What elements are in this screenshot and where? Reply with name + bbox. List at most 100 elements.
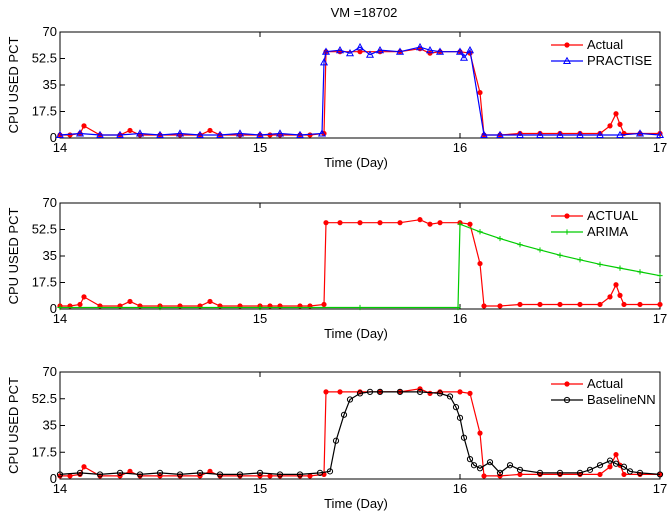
legend-label: BaselineNN — [587, 392, 656, 407]
series-baselinenn — [56, 388, 664, 478]
data-point — [136, 471, 144, 478]
series-practise — [55, 42, 665, 139]
data-point — [337, 220, 343, 226]
data-point — [175, 129, 185, 137]
legend-swatch-marker — [562, 56, 572, 65]
data-point — [236, 471, 244, 478]
data-point — [81, 294, 87, 300]
data-point — [256, 469, 264, 476]
data-point — [323, 389, 329, 395]
data-point — [657, 301, 663, 308]
data-point — [96, 471, 104, 478]
chart-panel-2: 0 17.5 35 52.5 70 14 15 16 17 Time (Day) CPU USED … — [6, 195, 667, 341]
data-point — [376, 388, 384, 395]
legend-box — [544, 374, 660, 410]
data-point — [517, 301, 523, 308]
legend-label: PRACTISE — [587, 53, 652, 68]
data-point — [557, 301, 563, 308]
data-point — [607, 294, 613, 300]
data-point — [497, 303, 503, 309]
data-point — [57, 304, 63, 311]
data-point — [195, 130, 205, 139]
data-point — [476, 465, 484, 472]
x-tick-label: 14 — [53, 311, 67, 326]
data-point — [395, 47, 405, 55]
data-point — [115, 130, 125, 139]
data-point — [81, 464, 87, 470]
series-line — [60, 219, 660, 307]
y-tick-label: 17.5 — [32, 104, 57, 119]
legend-box — [544, 35, 660, 71]
data-point — [465, 45, 475, 54]
data-point — [340, 411, 348, 418]
data-point — [276, 471, 284, 478]
y-tick-label: 70 — [43, 24, 57, 39]
data-point — [323, 220, 329, 226]
data-point — [496, 469, 504, 476]
data-point — [516, 466, 524, 473]
data-point — [176, 471, 184, 478]
x-tick-label: 14 — [53, 481, 67, 496]
legend-swatch-marker — [564, 42, 570, 48]
x-tick-label: 15 — [253, 481, 267, 496]
data-point — [207, 127, 213, 134]
data-point — [617, 265, 623, 271]
figure-title: VM =18702 — [331, 5, 398, 20]
y-axis-label: CPU USED PCT — [6, 37, 21, 134]
data-point — [486, 459, 494, 466]
data-point — [357, 220, 363, 226]
data-point — [657, 273, 663, 279]
data-point — [457, 389, 463, 395]
data-point — [636, 469, 644, 476]
data-point — [626, 468, 634, 475]
data-point — [317, 129, 327, 137]
data-point — [655, 130, 665, 139]
data-point — [477, 229, 483, 235]
y-tick-label: 0 — [50, 301, 57, 316]
y-tick-label: 17.5 — [32, 444, 57, 459]
data-point — [607, 123, 613, 129]
y-axis-label: CPU USED PCT — [6, 377, 21, 474]
data-point — [357, 304, 363, 311]
x-tick-label: 16 — [453, 140, 467, 155]
data-point — [155, 130, 165, 139]
data-point — [637, 269, 643, 275]
data-point — [416, 388, 424, 395]
data-point — [319, 58, 329, 66]
data-point — [597, 471, 603, 478]
data-point — [267, 473, 273, 479]
data-point — [255, 130, 265, 139]
legend-box — [544, 206, 660, 242]
data-point — [116, 469, 124, 476]
data-point — [515, 130, 525, 139]
y-tick-label: 35 — [43, 248, 57, 263]
data-point — [477, 430, 483, 436]
data-point — [497, 235, 503, 242]
data-point — [576, 469, 584, 476]
legend-label: ARIMA — [587, 224, 629, 239]
data-point — [296, 471, 304, 478]
data-point — [537, 247, 543, 253]
data-point — [67, 473, 73, 479]
series-line — [60, 223, 661, 309]
data-point — [477, 260, 483, 267]
data-point — [127, 127, 133, 134]
data-point — [466, 456, 474, 463]
data-point — [537, 301, 543, 308]
series-arima — [57, 221, 663, 311]
data-point — [457, 221, 463, 227]
data-point — [366, 388, 374, 395]
y-axis-label: CPU USED PCT — [6, 208, 21, 305]
x-tick-label: 14 — [53, 140, 67, 155]
data-point — [397, 220, 403, 226]
data-point — [295, 130, 305, 139]
legend-swatch-marker — [564, 381, 570, 387]
data-point — [437, 220, 443, 226]
data-point — [127, 298, 133, 305]
data-point — [621, 301, 627, 308]
data-point — [586, 466, 594, 473]
data-point — [321, 47, 331, 55]
data-point — [477, 89, 483, 96]
